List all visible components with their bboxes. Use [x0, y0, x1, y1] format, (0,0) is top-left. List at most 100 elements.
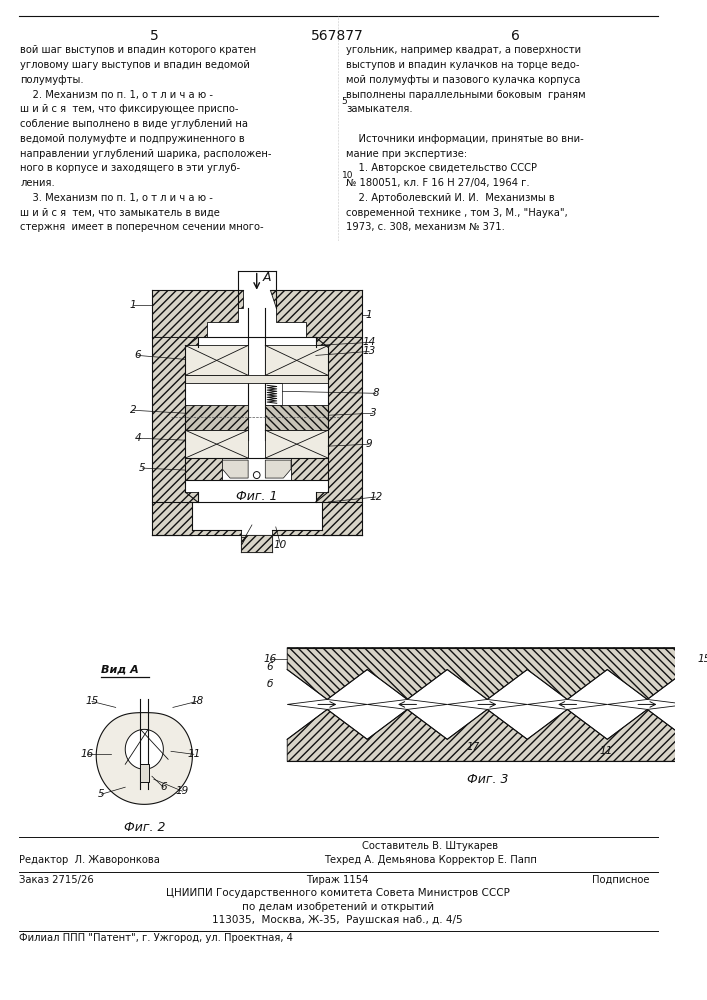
Text: угольник, например квадрат, а поверхности: угольник, например квадрат, а поверхност… — [346, 45, 581, 55]
Text: угловому шагу выступов и впадин ведомой: угловому шагу выступов и впадин ведомой — [21, 60, 250, 70]
Text: мой полумуфты и пазового кулачка корпуса: мой полумуфты и пазового кулачка корпуса — [346, 75, 580, 85]
Text: замыкателя.: замыкателя. — [346, 104, 413, 114]
Text: 1: 1 — [129, 300, 136, 310]
Text: Заказ 2715/26: Заказ 2715/26 — [18, 875, 93, 885]
Text: 9: 9 — [366, 439, 373, 449]
Text: 4: 4 — [134, 433, 141, 443]
Text: 12: 12 — [369, 492, 382, 502]
Polygon shape — [527, 699, 607, 709]
Text: 5: 5 — [98, 789, 105, 799]
Text: 5: 5 — [149, 29, 158, 43]
Bar — [185, 345, 248, 375]
Polygon shape — [265, 405, 328, 430]
Circle shape — [253, 472, 260, 479]
Polygon shape — [316, 337, 361, 502]
Polygon shape — [223, 460, 248, 478]
Text: 15: 15 — [698, 654, 707, 664]
Text: 6: 6 — [267, 662, 274, 672]
Text: 1: 1 — [366, 310, 373, 320]
Text: Филиал ППП "Патент", г. Ужгород, ул. Проектная, 4: Филиал ППП "Патент", г. Ужгород, ул. Про… — [18, 933, 293, 943]
Text: 567877: 567877 — [311, 29, 364, 43]
Text: А: А — [262, 271, 271, 284]
Bar — [242, 535, 272, 552]
Bar — [265, 383, 282, 405]
Text: 3: 3 — [370, 408, 376, 418]
Text: современной технике , том 3, М., "Наука",: современной технике , том 3, М., "Наука"… — [346, 208, 568, 218]
Polygon shape — [287, 648, 687, 699]
Text: б: б — [267, 679, 273, 689]
Text: 3. Механизм по п. 1, о т л и ч а ю -: 3. Механизм по п. 1, о т л и ч а ю - — [21, 193, 214, 203]
Text: ЦНИИПИ Государственного комитета Совета Министров СССР: ЦНИИПИ Государственного комитета Совета … — [165, 888, 510, 898]
Polygon shape — [125, 729, 163, 769]
Polygon shape — [291, 458, 328, 480]
Polygon shape — [152, 502, 242, 535]
Polygon shape — [185, 405, 248, 430]
Polygon shape — [287, 709, 687, 761]
Polygon shape — [607, 699, 687, 709]
Polygon shape — [367, 699, 448, 709]
Polygon shape — [152, 290, 243, 337]
Text: Тираж 1154: Тираж 1154 — [307, 875, 369, 885]
Text: Составитель В. Штукарев: Составитель В. Штукарев — [362, 841, 498, 851]
Text: 6: 6 — [511, 29, 520, 43]
Bar — [139, 764, 149, 782]
Text: направлении углублений шарика, расположен-: направлении углублений шарика, расположе… — [21, 149, 272, 159]
Text: 17: 17 — [467, 742, 479, 752]
Text: Подписное: Подписное — [592, 875, 649, 885]
Text: 18: 18 — [190, 696, 204, 706]
Text: 10: 10 — [341, 171, 353, 180]
Text: ления.: ления. — [21, 178, 55, 188]
Text: 10: 10 — [274, 540, 287, 550]
Text: выступов и впадин кулачков на торце ведо-: выступов и впадин кулачков на торце ведо… — [346, 60, 580, 70]
Text: Фиг. 3: Фиг. 3 — [467, 773, 508, 786]
Text: по делам изобретений и открытий: по делам изобретений и открытий — [242, 902, 434, 912]
Text: полумуфты.: полумуфты. — [21, 75, 84, 85]
Text: ведомой полумуфте и подпружиненного в: ведомой полумуфте и подпружиненного в — [21, 134, 245, 144]
Polygon shape — [270, 290, 361, 337]
Text: 113035,  Москва, Ж-35,  Раушская наб., д. 4/5: 113035, Москва, Ж-35, Раушская наб., д. … — [212, 915, 463, 925]
Text: 16: 16 — [81, 749, 94, 759]
Bar — [265, 430, 328, 458]
Polygon shape — [96, 713, 192, 804]
Polygon shape — [185, 458, 223, 480]
Text: 1. Авторское свидетельство СССР: 1. Авторское свидетельство СССР — [346, 163, 537, 173]
Bar — [265, 345, 328, 375]
Text: Техред А. Демьянова Корректор Е. Папп: Техред А. Демьянова Корректор Е. Папп — [324, 855, 537, 865]
Text: 16: 16 — [264, 654, 276, 664]
Bar — [185, 430, 248, 458]
Polygon shape — [448, 699, 527, 709]
Text: Фиг. 1: Фиг. 1 — [236, 490, 277, 503]
Text: № 180051, кл. F 16 H 27/04, 1964 г.: № 180051, кл. F 16 H 27/04, 1964 г. — [346, 178, 530, 188]
Text: стержня  имеет в поперечном сечении много-: стержня имеет в поперечном сечении много… — [21, 222, 264, 232]
Polygon shape — [272, 502, 361, 535]
Text: собление выполнено в виде углублений на: собление выполнено в виде углублений на — [21, 119, 248, 129]
Text: Вид А: Вид А — [101, 665, 139, 675]
Text: 2: 2 — [129, 405, 136, 415]
Text: 15: 15 — [86, 696, 98, 706]
Text: 11: 11 — [600, 746, 613, 756]
Text: 5: 5 — [341, 97, 347, 106]
Text: 19: 19 — [176, 786, 189, 796]
Polygon shape — [287, 699, 367, 709]
Text: 13: 13 — [363, 346, 375, 356]
Polygon shape — [265, 460, 291, 478]
Text: ш и й с я  тем, что замыкатель в виде: ш и й с я тем, что замыкатель в виде — [21, 208, 221, 218]
Text: 7: 7 — [239, 537, 246, 547]
Text: 6: 6 — [134, 350, 141, 360]
Text: 11: 11 — [187, 749, 201, 759]
Text: ш и й с я  тем, что фиксирующее приспо-: ш и й с я тем, что фиксирующее приспо- — [21, 104, 239, 114]
Text: 8: 8 — [373, 388, 379, 398]
Text: вой шаг выступов и впадин которого кратен: вой шаг выступов и впадин которого крате… — [21, 45, 257, 55]
Text: мание при экспертизе:: мание при экспертизе: — [346, 149, 467, 159]
Text: выполнены параллельными боковым  граням: выполнены параллельными боковым граням — [346, 90, 586, 100]
Text: 14: 14 — [363, 337, 375, 347]
Text: 2. Механизм по п. 1, о т л и ч а ю -: 2. Механизм по п. 1, о т л и ч а ю - — [21, 90, 214, 100]
Text: 5: 5 — [139, 463, 146, 473]
Text: ного в корпусе и заходящего в эти углуб-: ного в корпусе и заходящего в эти углуб- — [21, 163, 240, 173]
Text: Фиг. 2: Фиг. 2 — [124, 821, 165, 834]
Text: Источники информации, принятые во вни-: Источники информации, принятые во вни- — [346, 134, 584, 144]
Bar — [185, 375, 328, 383]
Polygon shape — [152, 337, 198, 502]
Text: Редактор  Л. Жаворонкова: Редактор Л. Жаворонкова — [18, 855, 159, 865]
Text: 1973, с. 308, механизм № 371.: 1973, с. 308, механизм № 371. — [346, 222, 505, 232]
